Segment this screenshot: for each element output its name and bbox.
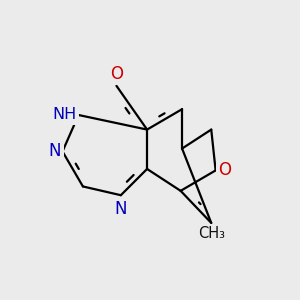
Text: O: O	[110, 65, 123, 83]
Text: N: N	[49, 142, 61, 160]
Text: N: N	[115, 200, 127, 217]
Text: O: O	[218, 161, 232, 179]
Text: CH₃: CH₃	[198, 226, 225, 241]
Text: N: N	[115, 200, 127, 217]
Text: NH: NH	[53, 107, 77, 122]
Text: O: O	[110, 65, 123, 83]
Text: NH: NH	[53, 107, 77, 122]
Text: O: O	[218, 161, 232, 179]
Text: CH₃: CH₃	[198, 226, 225, 241]
Text: N: N	[49, 142, 61, 160]
